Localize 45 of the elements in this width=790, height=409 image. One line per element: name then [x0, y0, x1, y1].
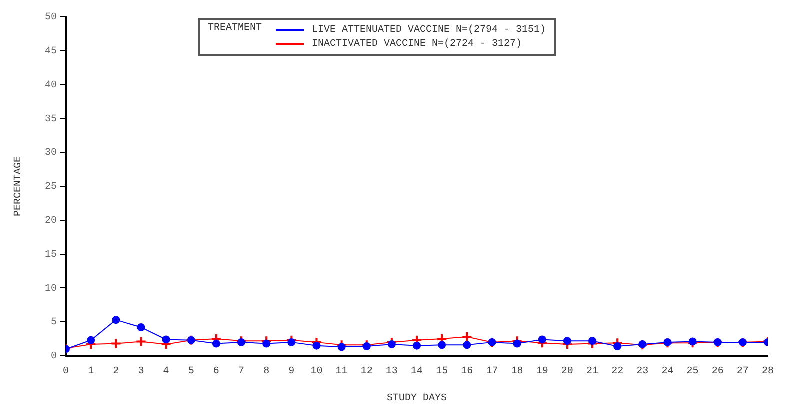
x-tick-label: 21 [586, 366, 599, 378]
y-tick-label: 45 [44, 46, 57, 58]
x-tick-label: 22 [612, 366, 624, 378]
x-tick-label: 11 [336, 366, 348, 378]
x-tick-label: 10 [310, 366, 323, 378]
x-tick-label: 13 [386, 366, 398, 378]
legend-label: LIVE ATTENUATED VACCINE N=(2794 - 3151) [312, 24, 546, 36]
x-tick-label: 18 [511, 366, 524, 378]
x-tick-label: 17 [486, 366, 498, 378]
x-tick-label: 25 [686, 366, 699, 378]
x-tick-label: 0 [62, 366, 70, 378]
x-tick-label: 9 [288, 366, 295, 378]
x-tick-label: 4 [163, 366, 170, 378]
y-tick-label: 5 [50, 318, 57, 329]
x-tick-label: 12 [360, 366, 373, 378]
y-axis-title: PERCENTAGE [14, 156, 25, 217]
y-tick-label: 35 [44, 114, 57, 126]
x-tick-label: 2 [113, 366, 120, 378]
x-tick-label: 5 [188, 366, 194, 378]
x-tick-label: 26 [712, 366, 724, 378]
y-tick-label: 15 [44, 250, 57, 261]
y-tick-label: 25 [44, 182, 57, 194]
x-tick-label: 1 [88, 366, 94, 378]
y-tick-label: 10 [44, 284, 57, 295]
x-tick-label: 3 [138, 366, 144, 378]
legend-label: INACTIVATED VACCINE N=(2724 - 3127) [312, 38, 522, 50]
y-tick-label: 30 [44, 148, 57, 160]
x-tick-label: 28 [762, 366, 774, 378]
y-tick-label: 0 [50, 352, 57, 363]
x-tick-label: 15 [436, 366, 448, 378]
x-tick-label: 8 [264, 366, 270, 378]
x-tick-label: 7 [238, 366, 245, 378]
x-axis-title: STUDY DAYS [386, 394, 448, 405]
x-tick-label: 14 [410, 366, 424, 378]
x-tick-label: 27 [736, 366, 749, 378]
x-tick-label: 24 [662, 366, 674, 378]
x-tick-label: 20 [561, 366, 574, 378]
x-tick-label: 23 [636, 366, 649, 378]
x-tick-label: 16 [461, 366, 474, 378]
y-tick-label: 20 [44, 216, 57, 228]
legend-title: TREATMENT [208, 23, 262, 36]
y-tick-label: 50 [44, 12, 57, 24]
y-tick-label: 40 [44, 80, 57, 92]
x-tick-label: 19 [536, 366, 548, 378]
x-tick-label: 6 [213, 366, 220, 378]
